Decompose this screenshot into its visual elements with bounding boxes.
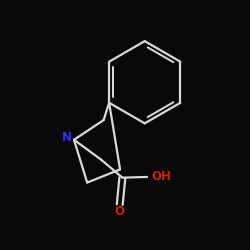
Text: OH: OH (151, 170, 171, 183)
Text: O: O (115, 205, 125, 218)
Text: N: N (62, 131, 72, 144)
